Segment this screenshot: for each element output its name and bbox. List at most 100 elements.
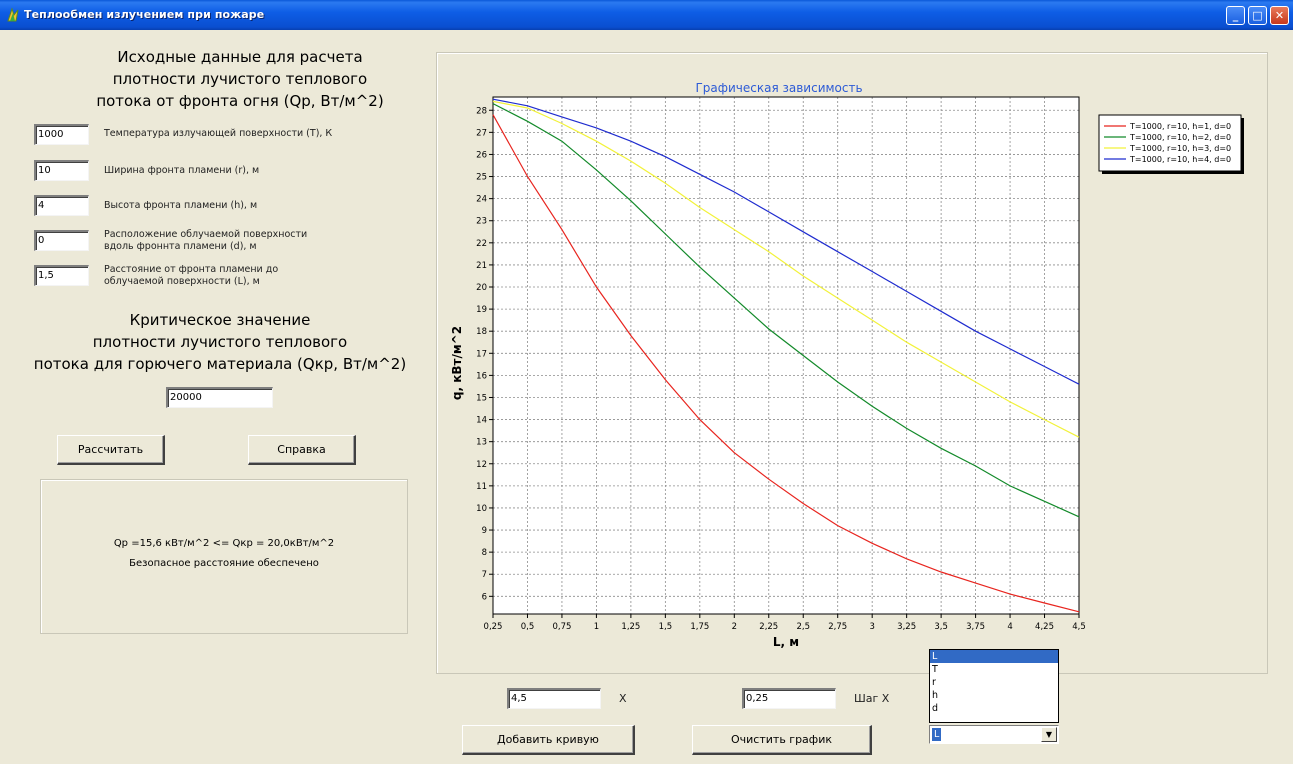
close-button[interactable]: ✕	[1270, 6, 1289, 25]
clear-chart-button[interactable]: Очистить график	[692, 725, 872, 755]
y-tick-label: 19	[476, 305, 487, 315]
input-section-heading: Исходные данные для расчета плотности лу…	[40, 46, 440, 112]
variable-option[interactable]: L	[930, 650, 1058, 663]
minimize-icon: _	[1232, 9, 1239, 22]
x-tick-label: 0,25	[484, 622, 503, 632]
critical-section-heading: Критическое значение плотности лучистого…	[20, 309, 420, 375]
result-panel: Qp =15,6 кВт/м^2 <= Qкр = 20,0кВт/м^2 Бе…	[40, 479, 408, 634]
app-icon	[7, 7, 19, 22]
minimize-button[interactable]: _	[1226, 6, 1245, 25]
label-line: Расположение облучаемой поверхности	[104, 229, 308, 240]
x-tick-label: 3	[869, 622, 874, 632]
y-tick-label: 13	[476, 438, 487, 448]
legend-box	[1098, 114, 1242, 172]
flame-height-label: Высота фронта пламени (h), м	[104, 200, 258, 211]
x-tick-label: 0,75	[552, 622, 571, 632]
help-button[interactable]: Справка	[248, 435, 356, 465]
maximize-icon: □	[1252, 9, 1263, 22]
chart: Графическая зависимость 0,25 0,5 0,75 1 1,25…	[450, 81, 1244, 649]
label-line: облучаемой поверхности (L), м	[104, 276, 260, 287]
chart-panel: Графическая зависимость 0,25 0,5 0,75 1 1,25…	[436, 52, 1268, 674]
step-input[interactable]: 0,25	[742, 688, 836, 709]
y-tick-label: 8	[482, 548, 487, 558]
y-tick-label: 23	[476, 217, 487, 227]
x-max-label: X	[619, 692, 627, 705]
x-tick-label: 3,5	[934, 622, 948, 632]
series-line-4	[492, 98, 1080, 385]
x-tick-label: 3,75	[966, 622, 985, 632]
x-tick-label: 1,5	[659, 622, 673, 632]
chevron-down-icon[interactable]: ▼	[1041, 727, 1057, 742]
plot-area	[493, 97, 1079, 614]
critical-heading-line: Критическое значение	[129, 311, 311, 329]
x-tick-label: 4	[1007, 622, 1012, 632]
input-heading-line: потока от фронта огня (Qp, Вт/м^2)	[96, 92, 384, 110]
critical-heading-line: плотности лучистого теплового	[92, 333, 348, 351]
variable-dropdown-list[interactable]: L T r h d	[929, 649, 1059, 723]
distance-label: Расстояние от фронта пламени до облучаем…	[104, 264, 278, 288]
y-tick-label: 9	[482, 526, 487, 536]
legend-label: T=1000, r=10, h=3, d=0	[1129, 144, 1231, 153]
x-tick-label: 2,25	[759, 622, 778, 632]
x-tick-label: 1	[594, 622, 599, 632]
y-tick-label: 18	[476, 327, 487, 337]
critical-value-input[interactable]: 20000	[166, 387, 273, 408]
variable-option[interactable]: d	[932, 703, 939, 714]
flame-height-input[interactable]: 4	[34, 195, 89, 216]
x-tick-label: 1,25	[621, 622, 640, 632]
variable-option[interactable]: r	[932, 677, 936, 688]
x-tick-label: 4,25	[1035, 622, 1054, 632]
input-heading-line: плотности лучистого теплового	[112, 70, 368, 88]
y-tick-label: 10	[476, 504, 487, 514]
y-tick-label: 6	[482, 592, 487, 602]
label-line: Расстояние от фронта пламени до	[104, 264, 279, 275]
series-line-3	[492, 100, 1080, 438]
maximize-button[interactable]: □	[1248, 6, 1267, 25]
y-tick-label: 24	[476, 195, 487, 205]
result-status-text: Безопасное расстояние обеспечено	[129, 558, 319, 569]
close-icon: ✕	[1274, 9, 1285, 22]
variable-select[interactable]: L ▼	[929, 725, 1059, 744]
variable-option[interactable]: T	[932, 664, 938, 675]
y-tick-label: 16	[476, 371, 487, 381]
calculate-button[interactable]: Рассчитать	[57, 435, 165, 465]
x-tick-label: 2,75	[828, 622, 847, 632]
y-axis-label: q, кВт/м^2	[450, 326, 464, 400]
chart-title: Графическая зависимость	[695, 81, 862, 95]
legend-label: T=1000, r=10, h=4, d=0	[1129, 155, 1231, 164]
y-tick-label: 15	[476, 393, 487, 403]
surface-position-input[interactable]: 0	[34, 230, 89, 251]
y-tick-label: 11	[476, 482, 487, 492]
critical-heading-line: потока для горючего материала (Qкр, Вт/м…	[33, 355, 407, 373]
legend-label: T=1000, r=10, h=1, d=0	[1129, 122, 1231, 131]
flame-width-input[interactable]: 10	[34, 160, 89, 181]
y-tick-label: 22	[476, 239, 487, 249]
y-tick-label: 21	[476, 261, 487, 271]
distance-input[interactable]: 1,5	[34, 265, 89, 286]
legend-label: T=1000, r=10, h=2, d=0	[1129, 133, 1231, 142]
y-tick-label: 7	[482, 570, 487, 580]
x-tick-label: 1,75	[690, 622, 709, 632]
label-line: вдоль фроннта пламени (d), м	[104, 241, 257, 252]
series-line-1	[492, 114, 1080, 613]
x-tick-label: 4,5	[1072, 622, 1086, 632]
y-tick-label: 28	[476, 106, 487, 116]
variable-selected-value: L	[932, 728, 942, 741]
x-tick-label: 3,25	[897, 622, 916, 632]
y-tick-label: 14	[476, 416, 487, 426]
y-tick-label: 27	[476, 128, 487, 138]
variable-option[interactable]: h	[932, 690, 939, 701]
plot-frame	[492, 96, 1080, 615]
x-tick-label: 2,5	[796, 622, 810, 632]
step-label: Шаг X	[854, 692, 890, 705]
y-tick-label: 26	[476, 150, 487, 160]
surface-position-label: Расположение облучаемой поверхности вдол…	[104, 229, 307, 253]
temperature-input[interactable]: 1000	[34, 124, 89, 145]
x-tick-label: 0,5	[521, 622, 535, 632]
result-comparison-text: Qp =15,6 кВт/м^2 <= Qкр = 20,0кВт/м^2	[113, 538, 335, 549]
y-tick-label: 17	[476, 349, 487, 359]
y-tick-label: 20	[476, 283, 487, 293]
x-max-input[interactable]: 4,5	[507, 688, 601, 709]
window-title: Теплообмен излучением при пожаре	[24, 8, 265, 21]
add-curve-button[interactable]: Добавить кривую	[462, 725, 635, 755]
